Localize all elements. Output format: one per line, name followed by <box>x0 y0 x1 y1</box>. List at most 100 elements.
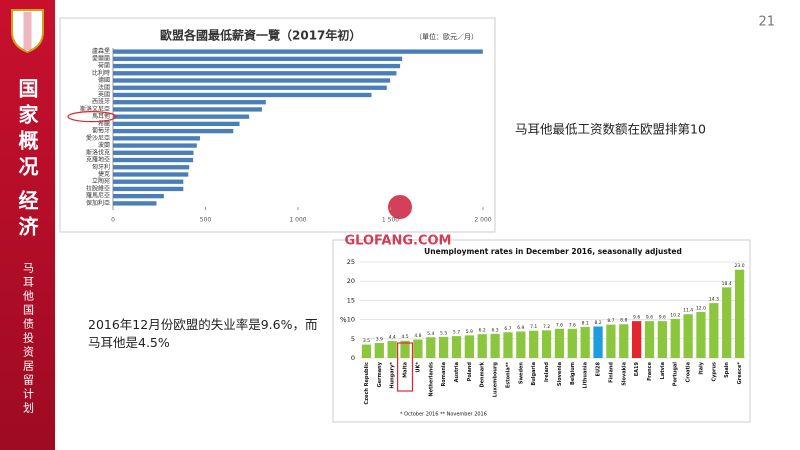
bar <box>374 343 384 358</box>
topic-title: 经济 <box>15 190 39 242</box>
chart-title: Unemployment rates in December 2016, sea… <box>424 247 682 256</box>
data-label: 10.2 <box>670 312 680 318</box>
y-tick-label: 愛爾蘭 <box>92 54 110 62</box>
bar <box>606 324 616 358</box>
y-tick-label: 捷克 <box>98 170 110 178</box>
data-label: 7.1 <box>530 324 537 330</box>
x-tick-label: Czech Republic <box>364 362 370 405</box>
page-number: 21 <box>758 15 775 30</box>
x-tick-label: Ireland <box>544 362 550 382</box>
y-tick-label: 英國 <box>98 90 110 98</box>
data-label: 7.6 <box>569 322 576 328</box>
data-label: 12.0 <box>696 305 706 311</box>
y-tick-label: 20 <box>347 277 355 285</box>
y-tick-label: 斯洛文尼亞 <box>80 105 110 113</box>
bar <box>113 92 372 98</box>
data-label: 9.6 <box>646 315 653 321</box>
data-label: 5.7 <box>453 330 460 336</box>
data-label: 8.7 <box>607 318 614 324</box>
bar <box>632 321 642 358</box>
bar <box>477 334 487 358</box>
y-tick-label: 德國 <box>98 76 110 84</box>
bar <box>541 330 552 358</box>
bar <box>722 287 732 358</box>
x-tick-label: Luxembourg <box>493 362 499 398</box>
y-tick-label: 25 <box>347 258 355 266</box>
x-tick-label: Germany <box>377 361 383 387</box>
y-tick-label: 5 <box>351 335 355 343</box>
x-tick-label: Belgium <box>570 362 576 385</box>
bar <box>490 333 500 358</box>
bar <box>554 328 565 358</box>
x-tick-label: 500 <box>200 217 212 224</box>
x-tick-label: 0 <box>111 217 115 224</box>
bar <box>593 326 603 358</box>
bar <box>400 340 410 358</box>
bar <box>113 186 184 192</box>
data-label: 6.3 <box>492 327 499 333</box>
bar <box>387 341 397 358</box>
x-tick-label: Bulgaria <box>531 362 537 386</box>
bar <box>644 321 655 358</box>
section-title: 国家概况 <box>15 78 39 182</box>
chart-unit: （單位：歐元／月） <box>415 32 478 41</box>
bar <box>439 336 449 358</box>
y-tick-label: 西班牙 <box>92 98 110 106</box>
y-tick-label: 羅馬尼亞 <box>86 193 110 200</box>
watermark: GLOFANG.COM <box>344 234 451 249</box>
bar <box>503 332 513 358</box>
bar <box>113 150 194 155</box>
bar <box>113 157 194 163</box>
data-label: 7.2 <box>543 324 550 330</box>
bar <box>113 193 164 199</box>
data-label: 4.4 <box>389 335 396 341</box>
y-tick-label: 斯洛伐克 <box>86 148 110 156</box>
bar <box>113 128 234 134</box>
note: 2016年12月份欧盟的失业率是9.6%，而马耳他是4.5% <box>88 317 318 350</box>
data-label: 4.5 <box>401 334 408 340</box>
x-tick-label: Netherlands <box>428 362 434 397</box>
x-tick-label: Cyprus <box>711 362 717 382</box>
y-tick-label: 10 <box>347 316 355 324</box>
x-tick-label: EA19 <box>634 361 640 376</box>
x-tick-label: Lithuania <box>583 362 589 388</box>
bar <box>113 71 397 76</box>
bar <box>113 143 197 148</box>
x-tick-label: Hungary* <box>390 362 396 389</box>
data-label: 9.6 <box>633 315 640 321</box>
x-tick-label: Estonia** <box>505 362 511 388</box>
data-label: 3.9 <box>376 337 383 343</box>
bar <box>567 328 577 358</box>
x-tick-label: France <box>647 361 653 380</box>
data-label: 5.9 <box>466 329 473 335</box>
data-label: 6.9 <box>517 325 524 331</box>
data-label: 9.6 <box>659 315 666 321</box>
y-tick-label: 盧森堡 <box>92 47 110 55</box>
bar <box>361 344 372 358</box>
bar <box>113 85 387 90</box>
data-label: 8.1 <box>582 320 589 326</box>
y-tick-label: 保加利亞 <box>86 199 110 207</box>
x-tick-label: Austria <box>454 362 460 382</box>
bar <box>683 314 693 358</box>
sidebar: 国家概况 经济 马耳他国债投资居留计划 <box>0 0 55 450</box>
bar <box>413 339 423 358</box>
y-tick-label: 法國 <box>98 83 110 91</box>
y-tick-label: 匈牙利 <box>92 163 110 171</box>
y-tick-label: 比利時 <box>92 69 110 77</box>
x-tick-label: 1 500 <box>382 217 399 224</box>
bar <box>113 49 483 54</box>
data-label: 4.8 <box>414 333 421 339</box>
x-tick-label: 2 000 <box>474 217 491 224</box>
y-tick-label: 荷蘭 <box>98 62 110 70</box>
x-tick-label: Sweden <box>518 362 524 385</box>
y-tick-label: 波蘭 <box>98 141 110 149</box>
bar <box>113 201 157 206</box>
bar <box>113 100 266 105</box>
data-label: 6.7 <box>504 326 511 332</box>
chart-frame <box>332 239 751 423</box>
x-tick-label: Latvia <box>660 362 666 379</box>
data-label: 7.6 <box>556 322 563 328</box>
data-label: 5.5 <box>440 330 447 336</box>
